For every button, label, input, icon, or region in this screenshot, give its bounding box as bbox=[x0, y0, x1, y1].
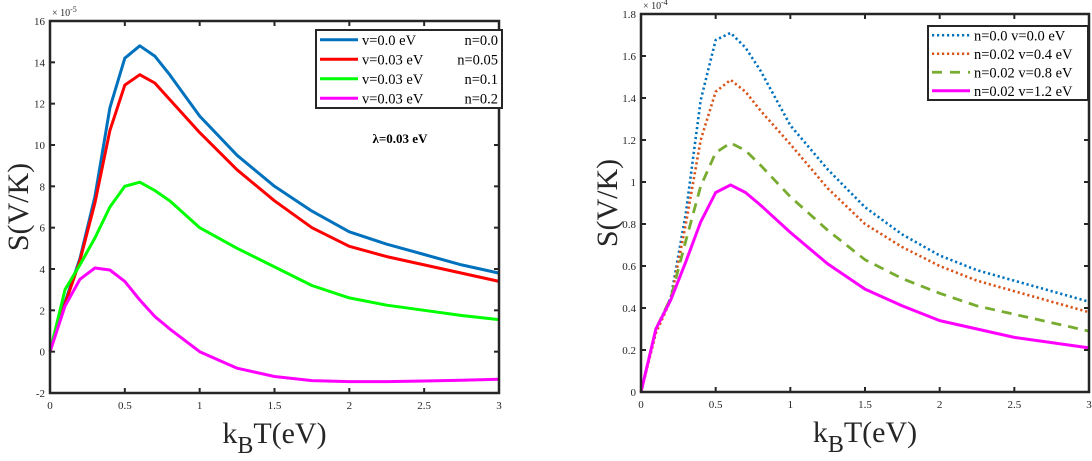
series-group bbox=[48, 44, 500, 384]
x-tick-label: 1.5 bbox=[858, 399, 872, 411]
y-tick-label: 6 bbox=[40, 223, 46, 235]
y-tick-label: 1.4 bbox=[622, 93, 636, 105]
legend-label-right-2: n=0.1 bbox=[464, 72, 498, 88]
x-axis-label: kBT(eV) bbox=[813, 416, 917, 458]
x-tick-label: 1.5 bbox=[268, 400, 282, 412]
y-tick-label: 14 bbox=[34, 57, 46, 69]
x-axis-label: kBT(eV) bbox=[222, 417, 326, 459]
legend-label-right-1: n=0.05 bbox=[457, 52, 498, 68]
x-axis-label-rest: T(eV) bbox=[844, 416, 917, 449]
legend-label-right-0: n=0.0 bbox=[464, 33, 498, 49]
y-tick-label: 2 bbox=[40, 305, 46, 317]
legend-label-right-3: n=0.2 bbox=[464, 91, 498, 107]
y-multiplier-exponent: -4 bbox=[661, 0, 668, 7]
x-tick-label: 2.5 bbox=[417, 400, 431, 412]
series-line-3 bbox=[639, 183, 1090, 393]
y-tick-label: 1.8 bbox=[622, 9, 636, 21]
series-line-2 bbox=[639, 141, 1090, 393]
x-tick-label: 0 bbox=[47, 400, 53, 412]
x-tick-label: 1 bbox=[197, 400, 203, 412]
legend-label-0: n=0.0 v=0.0 eV bbox=[974, 28, 1066, 44]
legend-label-3: v=0.03 eV bbox=[362, 91, 424, 107]
y-multiplier-exponent: -5 bbox=[70, 5, 77, 14]
x-tick-label: 0.5 bbox=[118, 400, 132, 412]
x-tick-label: 2 bbox=[937, 399, 943, 411]
legend-label-1: n=0.02 v=0.4 eV bbox=[974, 47, 1073, 63]
right-chart-panel: 0 0.5 1 1.5 2 2.5 3 0 0.2 0.4 0.6 0.8 1 1.2 1.4 1.6 1.8 ×… bbox=[591, 0, 1092, 458]
x-axis-label-rest: T(eV) bbox=[253, 417, 326, 450]
y-tick-label: 1 bbox=[631, 177, 637, 189]
x-axis-label-main: k bbox=[222, 417, 237, 450]
legend: v=0.0 eV n=0.0 v=0.03 eV n=0.05 v=0.03 eV n=0… bbox=[315, 29, 503, 109]
legend-label-0: v=0.0 eV bbox=[362, 33, 417, 49]
x-tick-label: 0 bbox=[638, 399, 644, 411]
x-tick-label: 2.5 bbox=[1007, 399, 1021, 411]
legend-label-3: n=0.02 v=1.2 eV bbox=[974, 84, 1073, 100]
legend-label-2: n=0.02 v=0.8 eV bbox=[974, 65, 1073, 81]
x-axis-label-main: k bbox=[813, 416, 828, 449]
x-tick-label: 1 bbox=[788, 399, 794, 411]
y-axis-label: S(V/K) bbox=[2, 163, 35, 251]
series-line-3 bbox=[48, 266, 500, 384]
lambda-annotation: λ=0.03 eV bbox=[373, 131, 429, 146]
y-tick-label: 0.4 bbox=[622, 303, 636, 315]
y-tick-label: 16 bbox=[34, 16, 46, 28]
y-axis-label: S(V/K) bbox=[591, 159, 624, 247]
series-line-1 bbox=[639, 78, 1090, 393]
y-tick-label: 1.6 bbox=[622, 51, 636, 63]
x-tick-label: 0.5 bbox=[709, 399, 723, 411]
y-tick-label: 0.6 bbox=[622, 261, 636, 273]
y-tick-label: 4 bbox=[40, 264, 46, 276]
legend: n=0.0 v=0.0 eV n=0.02 v=0.4 eV n=0.02 v=0.… bbox=[927, 25, 1089, 101]
series-line-2 bbox=[48, 180, 500, 353]
y-tick-label: 0 bbox=[631, 387, 637, 399]
y-tick-label: 0 bbox=[40, 347, 46, 359]
y-tick-label: 12 bbox=[34, 99, 45, 111]
y-tick-label: 8 bbox=[40, 181, 46, 193]
x-axis-label-subscript: B bbox=[828, 432, 844, 458]
y-tick-label: 0.2 bbox=[622, 345, 636, 357]
x-tick-label: 3 bbox=[1086, 399, 1092, 411]
legend-label-2: v=0.03 eV bbox=[362, 72, 424, 88]
legend-label-1: v=0.03 eV bbox=[362, 52, 424, 68]
y-tick-label: 10 bbox=[34, 140, 46, 152]
y-multiplier: × 10-5 bbox=[52, 5, 77, 19]
x-axis-label-subscript: B bbox=[237, 433, 253, 459]
legend-box bbox=[315, 29, 503, 109]
y-tick-label: -2 bbox=[36, 388, 45, 400]
y-multiplier: × 10-4 bbox=[643, 0, 668, 12]
y-tick-label: 0.8 bbox=[622, 219, 636, 231]
legend-box bbox=[927, 25, 1089, 101]
x-tick-label: 2 bbox=[347, 400, 353, 412]
series-line-0 bbox=[639, 31, 1090, 393]
y-tick-label: 1.2 bbox=[622, 135, 636, 147]
series-line-1 bbox=[48, 73, 500, 353]
series-group bbox=[639, 31, 1090, 393]
x-tick-label: 3 bbox=[496, 400, 502, 412]
